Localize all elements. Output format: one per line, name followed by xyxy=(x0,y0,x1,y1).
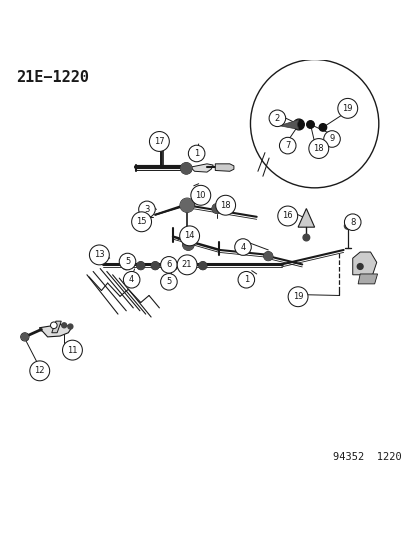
Polygon shape xyxy=(357,274,377,284)
Circle shape xyxy=(170,262,177,269)
Circle shape xyxy=(318,124,326,131)
Text: 12: 12 xyxy=(34,366,45,375)
Text: 7: 7 xyxy=(285,141,290,150)
Circle shape xyxy=(137,262,144,269)
Polygon shape xyxy=(190,164,213,172)
Text: 11: 11 xyxy=(67,345,78,354)
Circle shape xyxy=(190,185,210,205)
Text: 4: 4 xyxy=(129,275,134,284)
Circle shape xyxy=(131,212,151,232)
Circle shape xyxy=(179,226,199,246)
Circle shape xyxy=(250,60,378,188)
Text: 8: 8 xyxy=(349,217,354,227)
Text: 2: 2 xyxy=(274,114,279,123)
Circle shape xyxy=(183,239,193,250)
Polygon shape xyxy=(279,119,298,130)
Text: 15: 15 xyxy=(136,217,147,227)
Text: 14: 14 xyxy=(184,231,195,240)
Circle shape xyxy=(180,199,193,212)
Text: 18: 18 xyxy=(220,201,230,209)
Circle shape xyxy=(160,256,177,273)
Text: 17: 17 xyxy=(154,137,164,146)
Circle shape xyxy=(123,271,140,288)
Circle shape xyxy=(62,340,82,360)
Circle shape xyxy=(119,253,135,270)
Text: 9: 9 xyxy=(329,134,334,143)
Circle shape xyxy=(62,323,66,328)
Polygon shape xyxy=(215,164,233,171)
Circle shape xyxy=(184,262,192,269)
Circle shape xyxy=(237,271,254,288)
Circle shape xyxy=(151,262,159,269)
Circle shape xyxy=(337,99,357,118)
Text: 5: 5 xyxy=(166,277,171,286)
Circle shape xyxy=(344,223,350,229)
Text: 21: 21 xyxy=(181,260,192,269)
Text: 13: 13 xyxy=(94,251,104,260)
Text: 1: 1 xyxy=(243,275,248,284)
Circle shape xyxy=(21,334,28,340)
Text: 10: 10 xyxy=(195,191,206,200)
Polygon shape xyxy=(352,252,376,275)
Text: 1: 1 xyxy=(194,149,199,158)
Text: 6: 6 xyxy=(166,260,171,269)
Circle shape xyxy=(323,131,339,147)
Text: 18: 18 xyxy=(313,144,323,153)
Circle shape xyxy=(160,273,177,290)
Text: 21E−1220: 21E−1220 xyxy=(17,70,89,85)
Polygon shape xyxy=(52,321,61,333)
Circle shape xyxy=(319,125,325,130)
Text: 19: 19 xyxy=(292,292,303,301)
Circle shape xyxy=(287,287,307,306)
Circle shape xyxy=(50,322,57,329)
Circle shape xyxy=(149,132,169,151)
Circle shape xyxy=(356,264,362,269)
Circle shape xyxy=(277,206,297,226)
Circle shape xyxy=(263,252,272,260)
Circle shape xyxy=(279,138,295,154)
Circle shape xyxy=(268,110,285,126)
Circle shape xyxy=(199,262,206,269)
Circle shape xyxy=(306,121,313,128)
Polygon shape xyxy=(39,325,72,337)
Circle shape xyxy=(302,234,309,241)
Circle shape xyxy=(180,163,191,174)
Circle shape xyxy=(122,262,130,269)
Text: 94352  1220: 94352 1220 xyxy=(332,452,401,462)
Text: 19: 19 xyxy=(342,104,352,113)
Text: 5: 5 xyxy=(125,257,130,266)
Circle shape xyxy=(212,204,221,213)
Circle shape xyxy=(306,121,313,128)
Circle shape xyxy=(215,195,235,215)
Circle shape xyxy=(308,139,328,158)
Text: 4: 4 xyxy=(240,243,245,252)
Circle shape xyxy=(30,361,50,381)
Circle shape xyxy=(177,255,197,275)
Circle shape xyxy=(234,239,251,255)
Circle shape xyxy=(293,119,304,130)
Polygon shape xyxy=(297,208,314,227)
Text: 3: 3 xyxy=(144,205,149,214)
Circle shape xyxy=(138,201,155,217)
Text: 16: 16 xyxy=(282,212,292,221)
Circle shape xyxy=(89,245,109,265)
Circle shape xyxy=(344,214,360,230)
Circle shape xyxy=(188,145,204,161)
Circle shape xyxy=(68,324,73,329)
